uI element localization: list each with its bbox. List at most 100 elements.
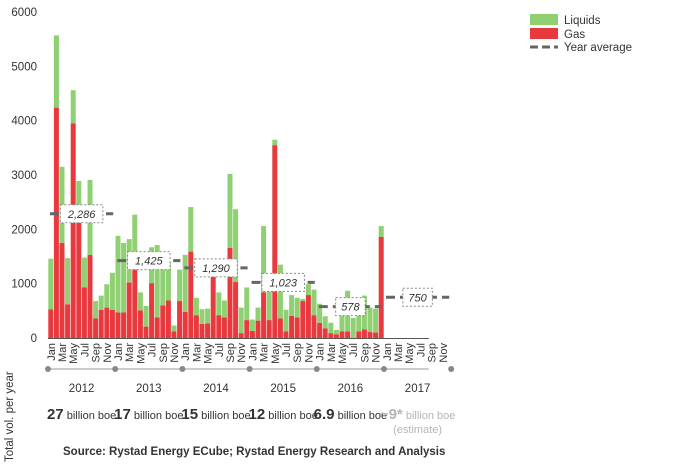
legend-label-liquids: Liquids	[564, 15, 601, 27]
bar-gas	[244, 320, 250, 338]
bar-gas	[283, 331, 289, 338]
year-average-box	[127, 251, 171, 271]
month-label: Nov	[438, 343, 450, 363]
bar-gas	[289, 315, 295, 338]
month-label: Jan	[247, 343, 259, 361]
bar-liquids	[294, 297, 300, 318]
bar-gas	[210, 275, 216, 338]
bar-liquids	[339, 312, 345, 332]
bar-gas	[160, 305, 166, 338]
month-label: Jan	[46, 343, 58, 361]
total-volume-unit: billion boe	[63, 410, 117, 422]
bar-gas	[126, 282, 132, 338]
month-label: Jul	[214, 343, 226, 357]
bar-liquids	[350, 317, 356, 338]
source-note: Source: Rystad Energy ECube; Rystad Ener…	[63, 446, 446, 458]
year-average-label: 750	[408, 292, 427, 304]
month-label: Jan	[315, 343, 327, 361]
bar-gas	[149, 283, 155, 338]
month-label: Mar	[259, 343, 271, 362]
month-label: Mar	[393, 343, 405, 362]
bar-gas	[345, 331, 351, 338]
total-volume-unit: billion boe (estimate)	[393, 410, 456, 436]
bar-liquids	[53, 35, 59, 108]
month-label: Nov	[236, 343, 248, 363]
bar-gas	[305, 295, 311, 338]
bar-gas	[109, 309, 115, 338]
bar-liquids	[143, 305, 149, 327]
month-label: Jul	[415, 343, 427, 357]
bar-gas	[121, 312, 127, 338]
bar-gas	[115, 312, 121, 338]
y-tick-label: 1000	[11, 279, 37, 291]
y-tick-label: 3000	[11, 170, 37, 182]
month-label: Sep	[158, 343, 170, 363]
bar-gas	[339, 331, 345, 338]
bar-liquids	[104, 284, 110, 308]
legend-label-gas: Gas	[564, 29, 585, 41]
total-volume-2014: 15 billion boe	[168, 407, 264, 423]
month-label: Nov	[371, 343, 383, 363]
bar-liquids	[289, 295, 295, 316]
year-average-label: 1,023	[269, 277, 297, 289]
month-label: May	[135, 343, 147, 364]
year-average-box	[261, 272, 305, 292]
bar-liquids	[311, 289, 317, 316]
total-volume-2016: 6.9 billion boe	[310, 407, 390, 423]
bar-liquids	[165, 262, 171, 301]
bar-liquids	[177, 269, 183, 302]
month-label: Jan	[180, 343, 192, 361]
bar-liquids	[70, 90, 76, 124]
month-label: Mar	[326, 343, 338, 362]
bar-gas	[59, 242, 65, 338]
bar-gas	[277, 318, 283, 338]
month-label: Mar	[191, 343, 203, 362]
bar-gas	[93, 318, 99, 338]
year-label: 2014	[203, 383, 229, 395]
bar-gas	[205, 323, 211, 338]
bar-gas	[294, 317, 300, 338]
year-average-label: 1,425	[135, 256, 163, 268]
month-label: Jan	[382, 343, 394, 361]
year-average-label: 1,290	[202, 263, 230, 275]
bar-liquids	[333, 329, 339, 335]
bar-gas	[249, 330, 255, 338]
bar-gas	[322, 328, 328, 338]
year-average-box	[194, 258, 238, 278]
bar-liquids	[121, 242, 127, 313]
bar-gas	[221, 317, 227, 338]
month-label: May	[68, 343, 80, 364]
month-label: Sep	[359, 343, 371, 363]
y-tick-label: 5000	[11, 61, 37, 73]
bar-liquids	[373, 308, 379, 333]
bar-gas	[188, 251, 194, 338]
bar-liquids	[221, 300, 227, 318]
y-tick-label: 6000	[11, 7, 37, 19]
bar-liquids	[160, 264, 166, 306]
y-tick-label: 4000	[11, 116, 37, 128]
month-label: Sep	[91, 343, 103, 363]
year-divider-dot	[246, 366, 253, 372]
month-label: Nov	[169, 343, 181, 363]
year-average-box	[59, 204, 104, 224]
y-tick-label: 0	[31, 333, 37, 345]
year-divider-dot	[112, 366, 119, 372]
legend-swatch-gas	[530, 28, 558, 39]
bar-liquids	[266, 286, 272, 321]
bar-liquids	[65, 258, 71, 305]
bar-gas	[98, 309, 104, 338]
bar-gas	[165, 300, 171, 338]
bar-liquids	[272, 139, 278, 146]
year-label: 2015	[270, 383, 296, 395]
bar-gas	[311, 315, 317, 338]
bar-gas	[81, 287, 87, 338]
month-label: Sep	[292, 343, 304, 363]
bar-gas	[328, 333, 334, 338]
month-label: Jul	[281, 343, 293, 357]
total-volume-value: 12	[248, 406, 266, 423]
year-average-box	[335, 297, 366, 317]
bar-liquids	[233, 209, 239, 283]
bar-liquids	[367, 307, 373, 333]
total-volume-2012: 27 billion boe	[34, 407, 130, 423]
month-label: Jul	[147, 343, 159, 357]
